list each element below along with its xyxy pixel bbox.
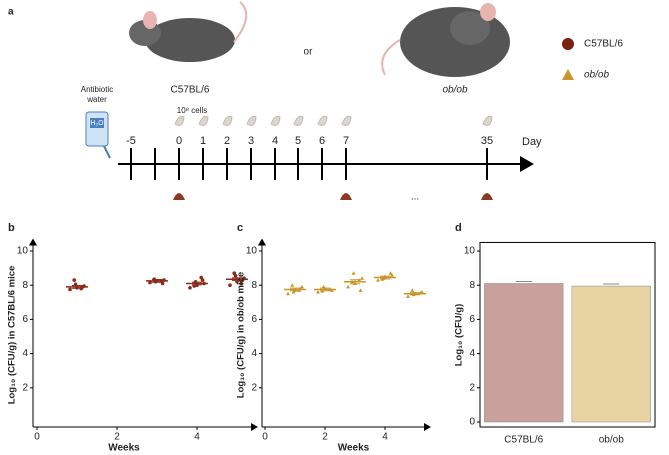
y-tick-label: 10 — [246, 246, 258, 257]
point — [239, 281, 243, 286]
day-tick-label: -5 — [126, 135, 136, 147]
x-tick-label: 2 — [322, 432, 328, 443]
point — [232, 271, 236, 276]
y-tick-label: 8 — [251, 280, 257, 291]
cells-label: 10⁸ cells — [177, 106, 208, 115]
cells-drop — [246, 115, 257, 126]
water-label: Antibiotic — [81, 85, 113, 94]
y-axis-label: Log₁₀ (CFU/g) in C57BL/6 mice — [7, 266, 18, 405]
feces-icon — [481, 193, 493, 200]
day-tick-label: 2 — [224, 135, 230, 147]
point — [228, 283, 232, 288]
y-tick-label: 8 — [22, 280, 28, 291]
y-tick-label: 2 — [251, 382, 257, 393]
point — [358, 288, 363, 292]
x-tick-label: 4 — [194, 432, 200, 443]
x-tick-label: 4 — [382, 432, 388, 443]
x-tick-label: 2 — [114, 432, 120, 443]
mouse-label: ob/ob — [442, 85, 467, 96]
bar — [484, 283, 564, 423]
y-axis-label: Log₁₀ (CFU/g) in ob/ob mice — [236, 272, 247, 398]
point — [291, 290, 296, 294]
x-tick-label: 0 — [34, 432, 40, 443]
water-bottle — [85, 111, 111, 159]
water-label: water — [86, 95, 107, 104]
panel-label: b — [8, 222, 15, 234]
cells-drop — [482, 115, 493, 126]
point — [316, 290, 320, 294]
y-tick-label: 2 — [22, 382, 28, 393]
plot-frame — [479, 241, 656, 428]
y-tick-label: 4 — [251, 348, 257, 359]
feces-icon — [173, 193, 185, 200]
legend-label: C57BL/6 — [584, 39, 623, 50]
cells-drop — [222, 115, 233, 126]
point — [199, 275, 203, 280]
legend-marker — [562, 69, 574, 80]
point — [290, 283, 295, 287]
mouse-c57 — [129, 1, 248, 62]
y-tick-label: 6 — [22, 314, 28, 325]
x-tick-label: 0 — [262, 432, 268, 443]
day-tick-label: 7 — [343, 135, 349, 147]
point — [410, 288, 415, 292]
day-label: Day — [522, 136, 542, 148]
point — [321, 284, 326, 289]
point — [406, 294, 410, 298]
cells-drop — [174, 115, 185, 126]
y-tick-label: 6 — [251, 314, 257, 325]
cells-drop — [293, 115, 304, 126]
y-tick-label: 4 — [469, 348, 475, 359]
panel-label: a — [8, 7, 14, 18]
bottle-label: H₂O — [90, 120, 104, 127]
ellipsis: ... — [411, 192, 419, 203]
point — [68, 287, 72, 292]
cells-drop — [198, 115, 209, 126]
cells-drop — [317, 115, 328, 126]
y-axis-label: Log₁₀ (CFU/g) — [454, 304, 465, 367]
y-tick-label: 0 — [469, 417, 475, 428]
y-tick-label: 8 — [469, 280, 475, 291]
cells-drop — [270, 115, 281, 126]
feces-icon — [340, 193, 352, 200]
point — [188, 285, 192, 290]
legend-label: ob/ob — [584, 70, 609, 81]
day-tick-label: 0 — [176, 135, 182, 147]
day-tick-label: 3 — [248, 135, 254, 147]
x-axis-label: Weeks — [338, 443, 370, 454]
y-tick-label: 2 — [469, 382, 475, 393]
y-tick-label: 4 — [22, 348, 28, 359]
day-tick-label: 1 — [200, 135, 206, 147]
point — [360, 276, 364, 280]
day-tick-label: 35 — [481, 135, 493, 147]
panel-label: d — [455, 222, 462, 234]
y-tick-label: 6 — [469, 314, 475, 325]
point — [346, 284, 350, 289]
day-tick-label: 6 — [319, 135, 325, 147]
bar — [571, 285, 651, 423]
point — [148, 280, 152, 285]
cells-drop — [341, 115, 352, 126]
mouse-obob — [381, 3, 510, 77]
point — [376, 278, 380, 282]
mouse-label: C57BL/6 — [171, 85, 210, 96]
x-tick-label: ob/ob — [599, 435, 624, 446]
panel-label: c — [237, 222, 243, 234]
day-tick-label: 5 — [295, 135, 301, 147]
point — [388, 271, 393, 275]
day-tick-label: 4 — [272, 135, 278, 147]
point — [351, 271, 356, 275]
legend-marker — [562, 38, 574, 50]
mouse-label: or — [304, 47, 314, 58]
y-tick-label: 10 — [17, 246, 29, 257]
point — [72, 278, 76, 282]
x-tick-label: C57BL/6 — [504, 435, 543, 446]
point — [286, 291, 290, 296]
y-tick-label: 10 — [464, 246, 476, 257]
x-axis-label: Weeks — [108, 443, 140, 454]
